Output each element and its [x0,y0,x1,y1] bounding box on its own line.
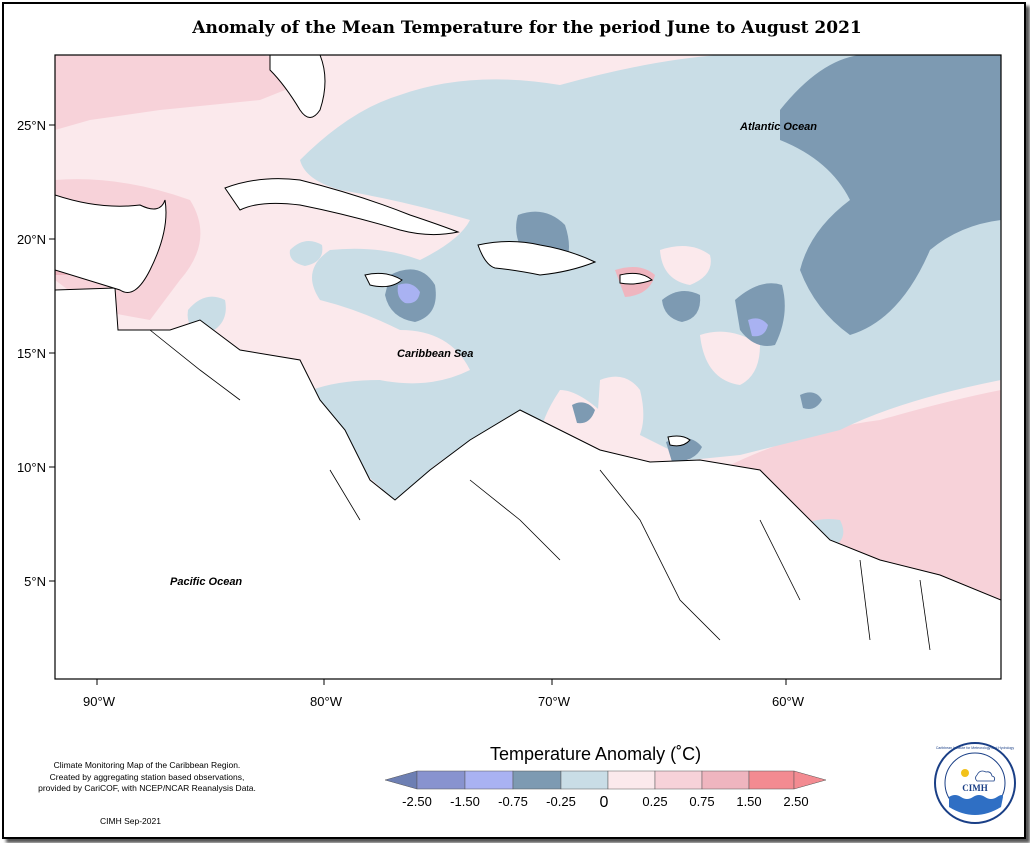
footnote: Climate Monitoring Map of the Caribbean … [22,760,272,795]
colorbar-swatch-m0-75 [512,770,562,790]
land-yucatan [55,194,167,293]
lon-label: 60°W [772,694,805,709]
lon-label: 90°W [83,694,116,709]
colorbar-swatch-0 [607,770,656,790]
colorbar-ticks: -2.50 -1.50 -0.75 -0.25 0 0.25 0.75 1.50… [402,794,808,811]
anomaly-pink-inlet [598,376,644,450]
cimh-logo: CIMH Caribbean Institute for Meteorology… [934,742,1016,824]
axis-ticks [49,124,787,685]
lat-label: 5°N [24,574,46,589]
colorbar-tick: -0.75 [498,794,528,809]
land-puerto-rico [619,272,653,285]
land-south-central-america [55,287,1001,679]
anomaly-blue-jamaica-core [397,283,420,304]
colorbar-tick: -0.25 [546,794,576,809]
anomaly-darkblue-windward [735,283,785,346]
land-cuba [224,178,460,236]
legend-title: Temperature Anomaly (˚C) [490,744,702,764]
label-pacific-ocean: Pacific Ocean [170,576,242,588]
map-title: Anomaly of the Mean Temperature for the … [192,18,862,38]
colorbar-swatch-m0-25 [560,770,609,790]
anomaly-pink-north [55,55,310,130]
lat-labels: 25°N 20°N 15°N 10°N 5°N [17,118,46,589]
country-borders [149,329,931,651]
footnote-line: Created by aggregating station based obs… [49,771,245,782]
cloud-icon [975,770,996,782]
colorbar-tick: 0 [600,794,609,811]
colorbar-tick: 1.50 [736,794,761,809]
land-hispaniola [477,241,597,276]
anomaly-darkblue-atlantic [780,55,1001,335]
land-trinidad [667,435,691,447]
colorbar-swatch-lt-minus-2-5 [384,770,418,790]
land-jamaica [364,272,403,288]
colorbar-tick: 0.25 [642,794,667,809]
colorbar-swatch-p1-5 [748,770,795,790]
anomaly-blue-small [289,241,323,266]
anomaly-darkblue-east [662,291,701,322]
lat-label: 20°N [17,232,46,247]
lon-label: 70°W [538,694,571,709]
anomaly-blue-windward-core [748,318,768,337]
lon-labels: 90°W 80°W 70°W 60°W [83,694,805,709]
anomaly-pink-pr [660,246,711,285]
anomaly-darkblue-curacao [572,402,595,424]
map-area [55,55,1001,679]
footnote-line: Climate Monitoring Map of the Caribbean … [53,760,241,770]
sun-icon [961,769,969,777]
colorbar-tick: -1.50 [450,794,480,809]
colorbar-tick: 2.50 [783,794,808,809]
footnote-stamp: CIMH Sep-2021 [100,816,161,826]
lat-label: 10°N [17,460,46,475]
label-caribbean-sea: Caribbean Sea [397,348,473,360]
colorbar [384,770,827,790]
map-border [54,54,1002,680]
colorbar-tick: 0.75 [689,794,714,809]
logo-abbr: CIMH [962,783,988,793]
label-atlantic-ocean: Atlantic Ocean [739,121,817,133]
waves-icon [949,795,1003,815]
colorbar-swatch-m1-5 [464,770,514,790]
colorbar-swatch-p0-25 [654,770,703,790]
colorbar-swatch-p0-75 [701,770,750,790]
footnote-line: provided by CariCOF, with NCEP/NCAR Rean… [38,783,256,793]
anomaly-darkblue-barbados [800,392,822,409]
anomaly-pink-leeward [700,331,760,385]
lat-label: 25°N [17,118,46,133]
colorbar-tick: -2.50 [402,794,432,809]
logo-arc-text: Caribbean Institute for Meteorology and … [936,746,1014,750]
land-florida [269,55,326,118]
colorbar-swatch-m2-5 [416,770,466,790]
colorbar-swatch-gt-2-5 [793,770,827,790]
lat-label: 15°N [17,346,46,361]
lon-label: 80°W [310,694,343,709]
